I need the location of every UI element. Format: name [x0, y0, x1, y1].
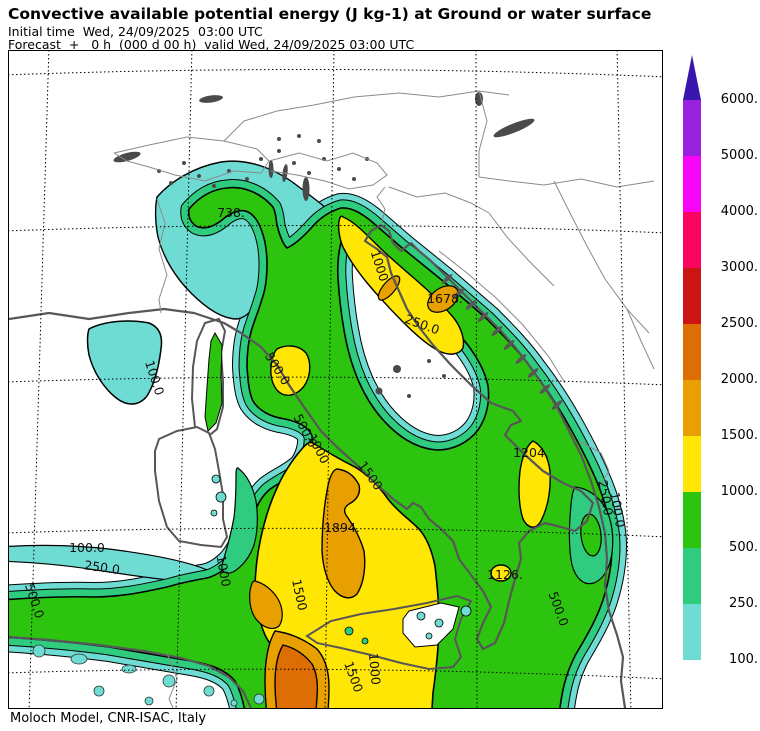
colorbar-boundary-label: 2000.: [720, 372, 758, 387]
sicily-coast: [305, 594, 473, 671]
graticule: [9, 51, 662, 708]
colorbar-segment: [683, 492, 701, 548]
colorbar-segment: [683, 380, 701, 436]
cape-yellow-1126: [490, 564, 512, 582]
colorbar-boundary-label: 5000.: [720, 148, 758, 163]
dalmatian-islands: [441, 274, 563, 410]
country-borders: [113, 90, 655, 708]
lake-constance: [199, 95, 223, 103]
colorbar-boundary-label: 1500.: [720, 428, 758, 443]
cape-amber-south-a: [249, 580, 283, 629]
colorbar-labels: 6000. 5000. 4000. 3000. 2500. 2000. 1500. 1000.…: [700, 55, 758, 675]
colorbar-boundary-label: 500.: [729, 540, 758, 555]
mainland-coast: [9, 223, 627, 708]
forecast-line: Forecast + 0 h (000 d 00 h) valid Wed, 2…: [8, 37, 415, 52]
cape-field-layer: [9, 160, 613, 708]
colorbar-segment: [683, 324, 701, 380]
africa-coast: [9, 635, 252, 708]
colorbar-segment: [683, 100, 701, 156]
map-svg: [9, 51, 662, 708]
cape-blob-west-corsica: [86, 320, 163, 405]
sardinia: [154, 425, 229, 549]
map-canvas: 738. 1000 1678. 100.0 500.0 500.0 1000 1500 1894…: [8, 50, 663, 709]
cape-amber-1678: [427, 285, 459, 313]
colorbar-segment: [683, 436, 701, 492]
lake-geneva: [113, 151, 141, 163]
lake-neusiedl: [475, 92, 483, 106]
colorbar-boundary-label: 6000.: [720, 92, 758, 107]
colorbar-segment: [683, 548, 701, 604]
cape-yellow-taranto: [518, 440, 551, 528]
corsica-green-east: [204, 331, 223, 433]
model-credit: Moloch Model, CNR-ISAC, Italy: [10, 711, 207, 726]
tunisia-cyan-patches: [32, 644, 265, 707]
colorbar-boundary-label: 3000.: [720, 260, 758, 275]
initial-time-line: Initial time Wed, 24/09/2025 03:00 UTC: [8, 24, 263, 39]
islands: [154, 317, 473, 671]
colorbar-boundary-label: 250.: [729, 596, 758, 611]
colorbar-segment: [683, 604, 701, 660]
sicily-white-east: [402, 602, 460, 648]
colorbar-segment: [683, 156, 701, 212]
coastlines: [9, 223, 627, 708]
colorbar-arrow: [683, 55, 701, 100]
lake-garda: [302, 177, 310, 201]
lake-balaton: [493, 118, 535, 138]
colorbar-segment: [683, 212, 701, 268]
colorbar-segment: [683, 268, 701, 324]
colorbar-boundary-label: 100.: [729, 652, 758, 667]
cape-amber-1894: [321, 468, 366, 599]
lake-maggiore: [268, 160, 274, 178]
colorbar-boundary-label: 2500.: [720, 316, 758, 331]
page-title: Convective available potential energy (J…: [8, 5, 652, 23]
colorbar-boundary-label: 4000.: [720, 204, 758, 219]
cape-orange-south-core: [274, 644, 319, 708]
colorbar: [683, 100, 701, 660]
colorbar-boundary-label: 1000.: [720, 484, 758, 499]
cape-teal-finger-sardinia: [221, 467, 258, 574]
